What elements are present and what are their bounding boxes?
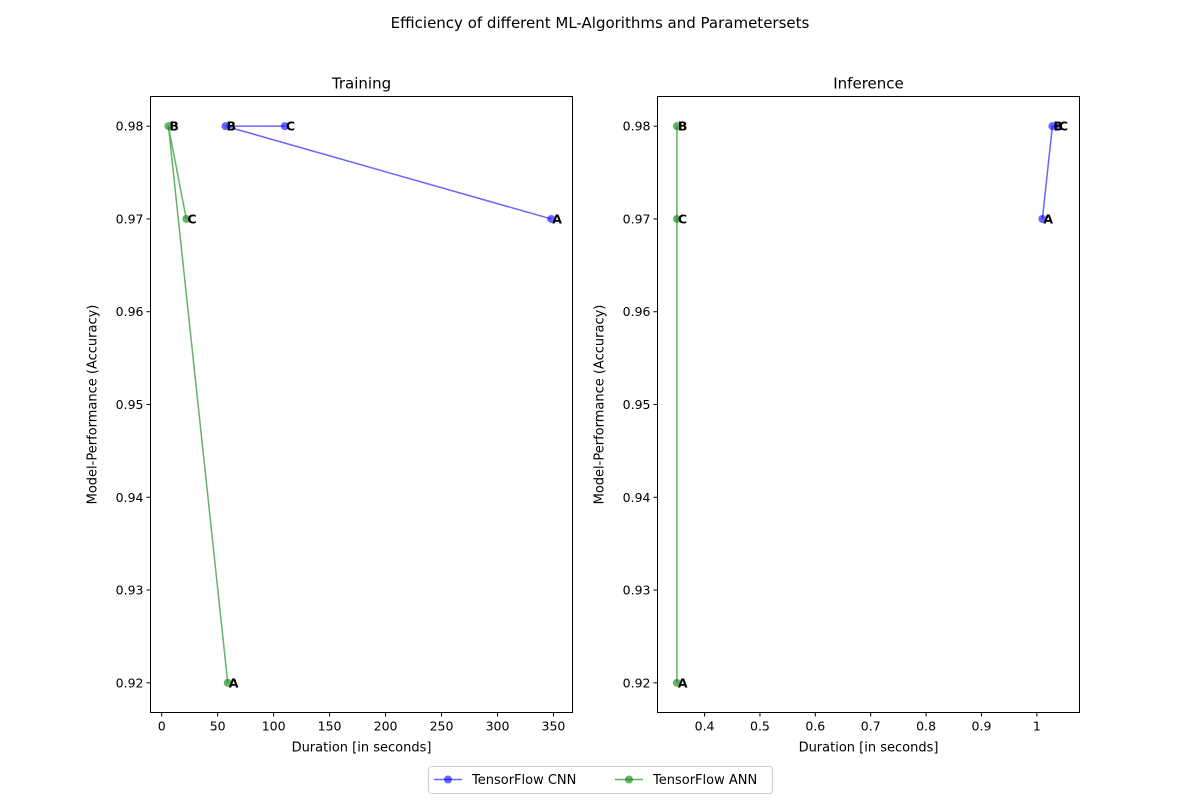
data-point bbox=[672, 122, 681, 131]
data-point-label: C bbox=[187, 211, 196, 226]
x-tick-label: 1 bbox=[1033, 719, 1041, 734]
data-point bbox=[164, 122, 173, 131]
data-point bbox=[280, 122, 289, 131]
data-point-label: B bbox=[678, 119, 688, 134]
chart-title: Inference bbox=[833, 75, 904, 93]
x-tick-label: 50 bbox=[210, 719, 226, 734]
x-axis-label: Duration [in seconds] bbox=[292, 741, 432, 756]
x-tick-label: 200 bbox=[374, 719, 398, 734]
legend-ann-marker bbox=[625, 775, 633, 784]
x-tick-label: 0.8 bbox=[916, 719, 936, 734]
data-point bbox=[1038, 214, 1047, 223]
y-tick-label: 0.94 bbox=[116, 490, 144, 505]
x-tick-label: 350 bbox=[542, 719, 566, 734]
y-tick-label: 0.95 bbox=[623, 397, 651, 412]
legend-cnn-marker bbox=[444, 775, 452, 784]
inference-panel: Inference 0.4 0.5 0.6 0.7 0.8 0.9 1 0.92 0.93 0.94… bbox=[593, 75, 1080, 756]
x-tick-label: 0.4 bbox=[695, 719, 715, 734]
x-tick-label: 300 bbox=[486, 719, 510, 734]
data-point-label: B bbox=[169, 119, 179, 134]
y-axis-label: Model-Performance (Accuracy) bbox=[593, 305, 608, 505]
data-point bbox=[1053, 122, 1062, 131]
plot-frame bbox=[657, 96, 1080, 713]
y-tick-label: 0.93 bbox=[116, 583, 144, 598]
data-point bbox=[223, 678, 232, 687]
data-point bbox=[672, 678, 681, 687]
data-point-label: B bbox=[226, 119, 236, 134]
y-tick-label: 0.94 bbox=[623, 490, 651, 505]
legend-entry-cnn: TensorFlow CNN bbox=[434, 773, 576, 788]
series-tensorflow-cnn: A BC bbox=[1038, 119, 1068, 226]
data-point-label: C bbox=[1059, 119, 1068, 134]
y-tick-label: 0.97 bbox=[116, 211, 144, 226]
legend-frame bbox=[428, 766, 773, 794]
legend-entry-ann: TensorFlow ANN bbox=[615, 773, 757, 788]
y-tick-label: 0.98 bbox=[623, 119, 651, 134]
series-tensorflow-ann: A B C bbox=[672, 119, 688, 690]
plot-frame bbox=[150, 96, 573, 713]
x-axis-label: Duration [in seconds] bbox=[799, 741, 939, 756]
x-tick-label: 100 bbox=[262, 719, 286, 734]
data-point-label: C bbox=[286, 119, 295, 134]
y-tick-label: 0.93 bbox=[623, 583, 651, 598]
legend: TensorFlow CNN TensorFlow ANN bbox=[428, 766, 773, 794]
series-line bbox=[1041, 125, 1058, 220]
y-tick-label: 0.96 bbox=[116, 304, 144, 319]
x-tick-label: 0.5 bbox=[750, 719, 770, 734]
data-point bbox=[1048, 122, 1057, 131]
legend-cnn-label: TensorFlow CNN bbox=[471, 773, 576, 788]
y-tick-label: 0.92 bbox=[116, 675, 144, 690]
y-axis-label: Model-Performance (Accuracy) bbox=[86, 305, 101, 505]
data-point bbox=[221, 122, 230, 131]
x-tick-label: 0.7 bbox=[861, 719, 881, 734]
y-tick-label: 0.96 bbox=[623, 304, 651, 319]
data-point-label: A bbox=[552, 211, 562, 226]
x-tick-label: 0.9 bbox=[972, 719, 992, 734]
figure-suptitle: Efficiency of different ML-Algorithms an… bbox=[391, 14, 810, 32]
x-tick-label: 150 bbox=[318, 719, 342, 734]
x-tick-label: 250 bbox=[430, 719, 454, 734]
data-point bbox=[672, 214, 681, 223]
x-tick-label: 0.6 bbox=[805, 719, 825, 734]
data-point-label: C bbox=[678, 211, 687, 226]
legend-ann-label: TensorFlow ANN bbox=[652, 773, 757, 788]
series-line bbox=[167, 126, 229, 683]
data-point-label: A bbox=[678, 675, 688, 690]
chart-title: Training bbox=[331, 75, 391, 93]
series-tensorflow-ann: A B C bbox=[164, 119, 239, 690]
series-line bbox=[225, 125, 552, 220]
data-point-label: A bbox=[1043, 211, 1053, 226]
y-tick-label: 0.95 bbox=[116, 397, 144, 412]
y-tick-label: 0.98 bbox=[116, 119, 144, 134]
data-point-label: A bbox=[229, 675, 239, 690]
data-point-label: B bbox=[1053, 119, 1063, 134]
training-panel: Training 0 50 100 150 200 250 300 350 0.92 0.93 0.9… bbox=[86, 75, 573, 756]
series-tensorflow-cnn: A B C bbox=[221, 119, 562, 226]
y-tick-label: 0.97 bbox=[623, 211, 651, 226]
data-point bbox=[547, 214, 556, 223]
x-tick-label: 0 bbox=[158, 719, 166, 734]
data-point bbox=[182, 214, 191, 223]
y-tick-label: 0.92 bbox=[623, 675, 651, 690]
